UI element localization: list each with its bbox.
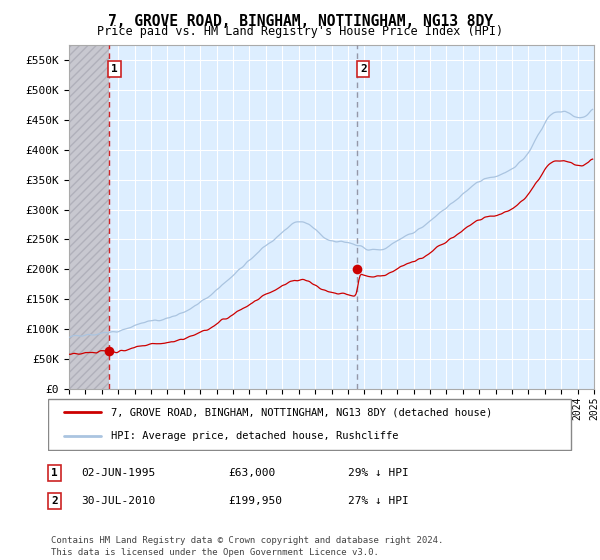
- Text: Price paid vs. HM Land Registry's House Price Index (HPI): Price paid vs. HM Land Registry's House …: [97, 25, 503, 38]
- Text: 02-JUN-1995: 02-JUN-1995: [81, 468, 155, 478]
- Text: Contains HM Land Registry data © Crown copyright and database right 2024.
This d: Contains HM Land Registry data © Crown c…: [51, 536, 443, 557]
- Text: HPI: Average price, detached house, Rushcliffe: HPI: Average price, detached house, Rush…: [112, 431, 399, 441]
- Text: 1: 1: [111, 64, 118, 74]
- Text: 27% ↓ HPI: 27% ↓ HPI: [348, 496, 409, 506]
- Text: £63,000: £63,000: [228, 468, 275, 478]
- Text: 30-JUL-2010: 30-JUL-2010: [81, 496, 155, 506]
- Text: 1: 1: [51, 468, 58, 478]
- Text: 29% ↓ HPI: 29% ↓ HPI: [348, 468, 409, 478]
- Bar: [69, 45, 109, 389]
- Text: £199,950: £199,950: [228, 496, 282, 506]
- Text: 7, GROVE ROAD, BINGHAM, NOTTINGHAM, NG13 8DY: 7, GROVE ROAD, BINGHAM, NOTTINGHAM, NG13…: [107, 14, 493, 29]
- Text: 2: 2: [360, 64, 367, 74]
- Text: 2: 2: [51, 496, 58, 506]
- Text: 7, GROVE ROAD, BINGHAM, NOTTINGHAM, NG13 8DY (detached house): 7, GROVE ROAD, BINGHAM, NOTTINGHAM, NG13…: [112, 408, 493, 418]
- FancyBboxPatch shape: [48, 399, 571, 450]
